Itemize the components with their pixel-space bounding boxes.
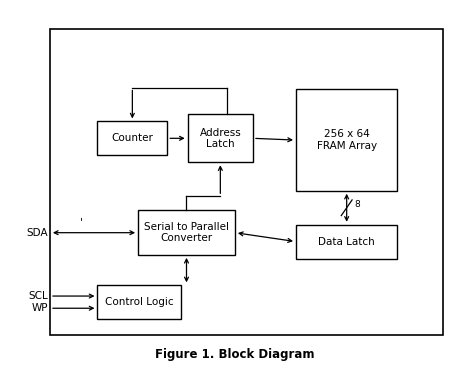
Text: Address
Latch: Address Latch xyxy=(199,128,241,149)
Bar xyxy=(188,114,253,162)
Text: WP: WP xyxy=(31,303,48,313)
Bar xyxy=(97,285,181,319)
Text: Figure 1. Block Diagram: Figure 1. Block Diagram xyxy=(155,348,315,361)
Text: 8: 8 xyxy=(355,200,360,209)
Bar xyxy=(296,225,398,259)
Text: SDA: SDA xyxy=(26,228,48,238)
Text: Serial to Parallel
Converter: Serial to Parallel Converter xyxy=(144,222,229,243)
Text: ': ' xyxy=(80,217,83,227)
Bar xyxy=(138,210,235,255)
Text: Control Logic: Control Logic xyxy=(105,297,173,307)
Bar xyxy=(50,29,443,335)
Bar xyxy=(97,121,167,155)
Text: Counter: Counter xyxy=(111,133,153,143)
Text: 256 x 64
FRAM Array: 256 x 64 FRAM Array xyxy=(317,129,377,151)
Text: Data Latch: Data Latch xyxy=(318,237,375,247)
Text: SCL: SCL xyxy=(28,291,48,301)
Bar xyxy=(296,89,398,191)
